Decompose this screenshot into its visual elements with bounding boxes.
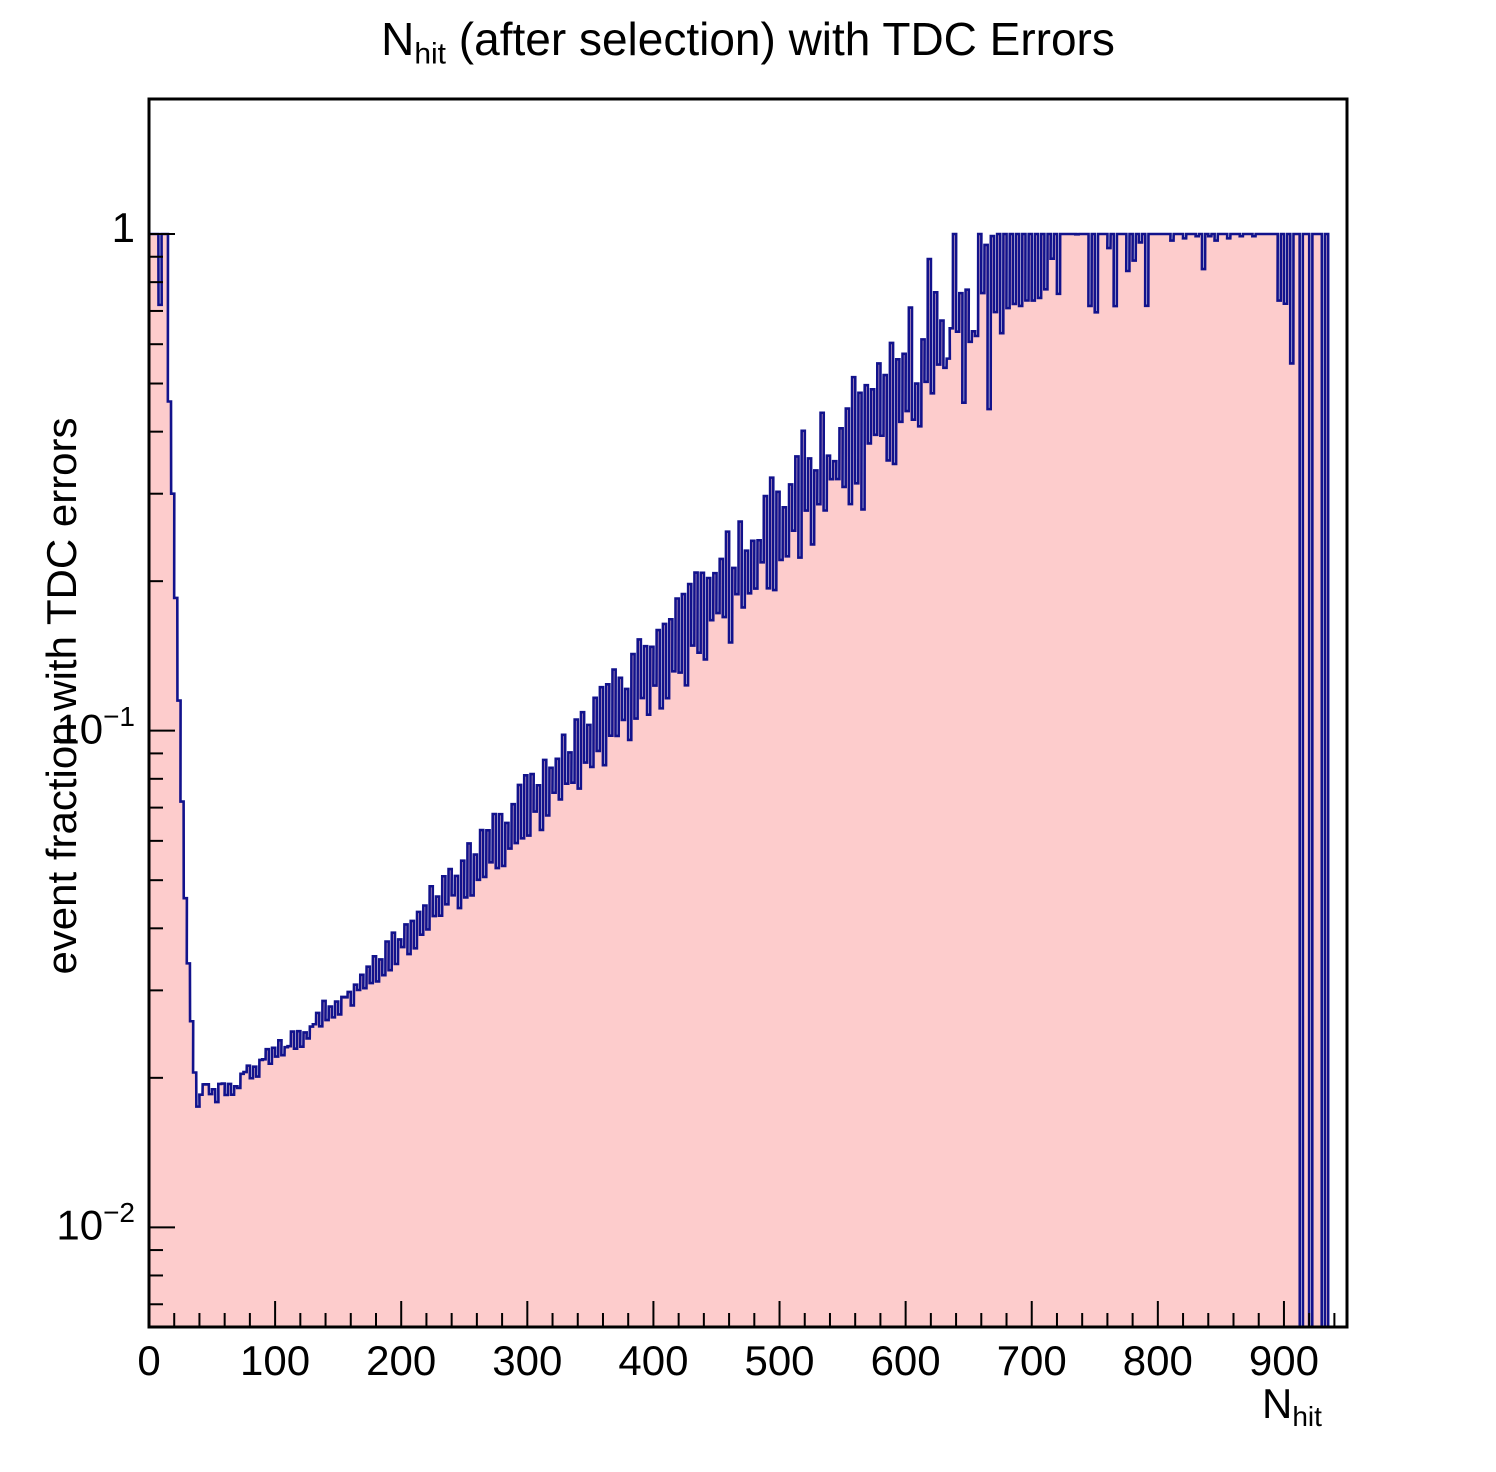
page-title: Nhit (after selection) with TDC Errors <box>0 12 1496 71</box>
title-subscript: hit <box>414 37 447 71</box>
x-axis-title: Nhit <box>1262 1380 1322 1433</box>
y-tick-label: 1 <box>112 204 135 252</box>
frame-rect <box>147 97 1349 1329</box>
x-tick-label: 800 <box>1122 1337 1193 1384</box>
x-tick-label: 700 <box>996 1337 1067 1384</box>
x-axis-title-subscript: hit <box>1292 1400 1322 1432</box>
title-main: N <box>381 13 415 65</box>
y-tick-label: 10−1 <box>56 701 135 753</box>
x-tick-label: 0 <box>137 1337 161 1384</box>
histogram-outline <box>149 232 1330 1327</box>
y-tick-mantissa: 1 <box>111 204 135 251</box>
x-tick-label: 400 <box>618 1337 689 1384</box>
x-tick-label: 300 <box>492 1337 563 1384</box>
x-tick-label: 900 <box>1248 1337 1319 1384</box>
histogram-fill <box>149 234 1329 1327</box>
y-tick-exponent: −2 <box>103 1197 135 1229</box>
plot-frame <box>147 97 1349 1329</box>
x-tick-label: 600 <box>870 1337 941 1384</box>
x-axis-title-main: N <box>1262 1380 1293 1427</box>
y-tick-mantissa: 10 <box>56 705 104 753</box>
x-tick-label: 200 <box>366 1337 437 1384</box>
histogram-series-layer <box>149 232 1330 1327</box>
y-tick-label: 10−2 <box>56 1197 135 1249</box>
x-tick-label: 500 <box>744 1337 815 1384</box>
x-tick-label: 100 <box>240 1337 311 1384</box>
title-rest: (after selection) with TDC Errors <box>446 13 1115 65</box>
y-tick-exponent: −1 <box>103 700 135 732</box>
y-tick-mantissa: 10 <box>56 1201 104 1249</box>
